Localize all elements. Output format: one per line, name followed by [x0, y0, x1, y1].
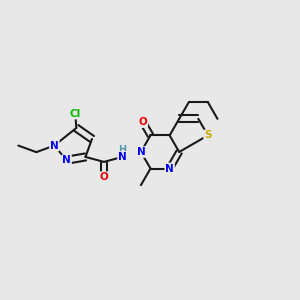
Text: O: O	[139, 117, 147, 127]
Text: O: O	[100, 172, 108, 182]
Text: N: N	[136, 147, 145, 157]
Text: N: N	[165, 164, 174, 173]
Text: N: N	[50, 141, 59, 151]
Text: Cl: Cl	[70, 109, 81, 118]
Text: N: N	[118, 152, 127, 162]
Text: H: H	[118, 145, 127, 154]
Text: S: S	[204, 130, 212, 140]
Text: N: N	[62, 155, 71, 165]
